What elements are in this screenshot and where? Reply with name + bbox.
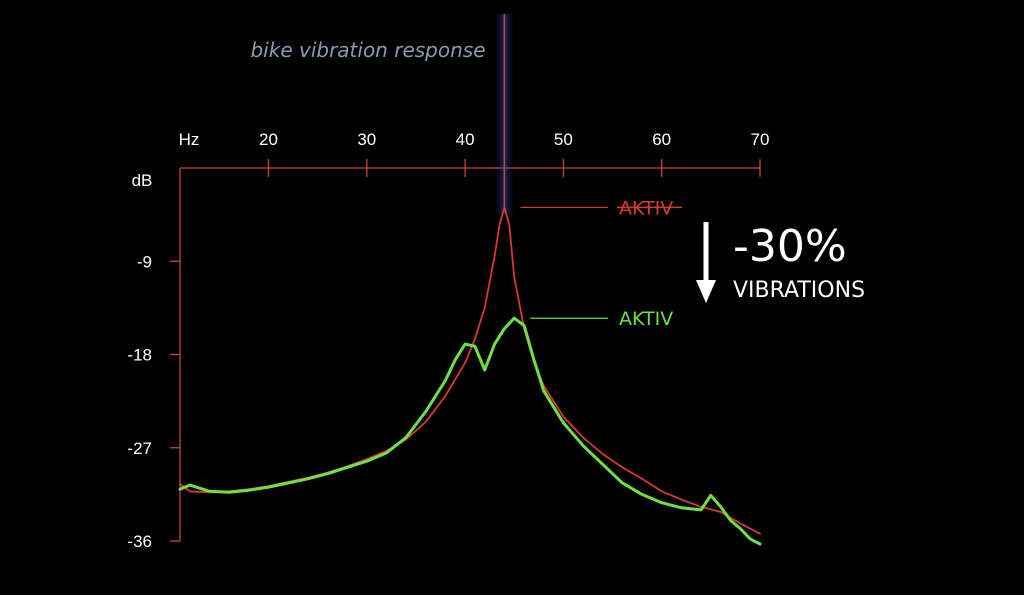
y-unit-label: dB: [132, 171, 153, 190]
x-tick-label: 40: [456, 130, 475, 149]
series-labels: AKTIV AKTIV: [520, 197, 682, 330]
y-tick-label: -9: [137, 252, 152, 271]
series-label: AKTIV: [619, 197, 673, 219]
y-tick-label: -18: [127, 346, 152, 365]
x-tick-label: 20: [259, 130, 278, 149]
x-unit-label: Hz: [179, 130, 200, 149]
series-layer: [178, 206, 762, 546]
series-line-aktiv-off: [179, 206, 761, 535]
reduction-subtitle: VIBRATIONS: [733, 278, 865, 303]
y-tick-label: -36: [127, 532, 152, 551]
x-tick-label: 70: [751, 130, 770, 149]
chart-title: bike vibration response: [250, 38, 485, 62]
reduction-arrow: [696, 222, 716, 303]
series-line-aktiv-on: [178, 316, 762, 546]
axes: 20 30 40 50 60 70 -9 -18 -27 -36: [127, 130, 769, 551]
reduction-value: -30%: [733, 221, 847, 272]
x-tick-label: 30: [357, 130, 376, 149]
x-tick-label: 60: [652, 130, 671, 149]
series-label: AKTIV: [619, 308, 673, 330]
y-tick-label: -27: [127, 439, 152, 458]
x-tick-label: 50: [554, 130, 573, 149]
marker-line: [494, 14, 515, 214]
